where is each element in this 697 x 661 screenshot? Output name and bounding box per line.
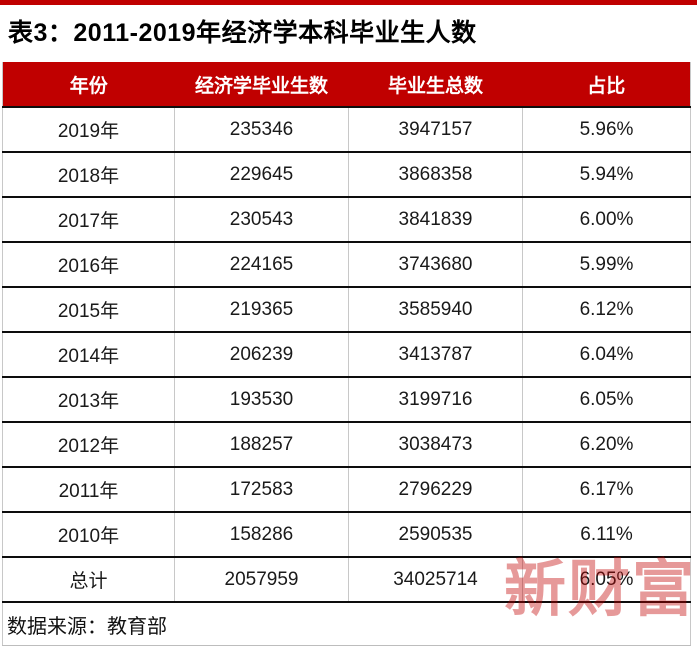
total-count-cell: 3947157	[348, 107, 523, 153]
total-count-cell: 3868358	[348, 152, 523, 198]
ratio-cell: 6.04%	[522, 332, 691, 378]
econ-count-cell: 172583	[174, 467, 349, 513]
total-count-cell: 3038473	[348, 422, 523, 468]
table-row: 2017年 230543 3841839 6.00%	[2, 197, 691, 243]
total-count-cell: 3743680	[348, 242, 523, 288]
year-cell: 2019年	[2, 107, 175, 153]
source-row: 数据来源：教育部	[2, 601, 691, 646]
econ-count-cell: 188257	[174, 422, 349, 468]
ratio-cell: 5.96%	[522, 107, 691, 153]
econ-count-cell: 2057959	[174, 557, 349, 603]
column-header-ratio: 占比	[522, 62, 691, 108]
ratio-cell: 6.05%	[522, 557, 691, 603]
year-cell: 2010年	[2, 512, 175, 558]
year-cell: 2014年	[2, 332, 175, 378]
total-count-cell: 3199716	[348, 377, 523, 423]
total-count-cell: 3413787	[348, 332, 523, 378]
table-row: 2018年 229645 3868358 5.94%	[2, 152, 691, 198]
ratio-cell: 6.00%	[522, 197, 691, 243]
econ-count-cell: 229645	[174, 152, 349, 198]
ratio-cell: 6.12%	[522, 287, 691, 333]
page-title: 表3：2011-2019年经济学本科毕业生人数	[8, 19, 477, 47]
ratio-cell: 5.99%	[522, 242, 691, 288]
table-row: 2016年 224165 3743680 5.99%	[2, 242, 691, 288]
total-row: 总计 2057959 34025714 6.05%	[2, 557, 691, 603]
year-cell: 2016年	[2, 242, 175, 288]
column-header-year: 年份	[2, 62, 175, 108]
table-row: 2012年 188257 3038473 6.20%	[2, 422, 691, 468]
ratio-cell: 6.20%	[522, 422, 691, 468]
total-count-cell: 3585940	[348, 287, 523, 333]
year-cell: 2017年	[2, 197, 175, 243]
table-row: 2013年 193530 3199716 6.05%	[2, 377, 691, 423]
year-cell: 2013年	[2, 377, 175, 423]
table-row: 2010年 158286 2590535 6.11%	[2, 512, 691, 558]
year-cell: 总计	[2, 557, 175, 603]
table-row: 2015年 219365 3585940 6.12%	[2, 287, 691, 333]
total-count-cell: 34025714	[348, 557, 523, 603]
table-row: 2019年 235346 3947157 5.96%	[2, 107, 691, 153]
econ-count-cell: 219365	[174, 287, 349, 333]
total-count-cell: 2796229	[348, 467, 523, 513]
ratio-cell: 5.94%	[522, 152, 691, 198]
econ-count-cell: 224165	[174, 242, 349, 288]
ratio-cell: 6.17%	[522, 467, 691, 513]
econ-count-cell: 235346	[174, 107, 349, 153]
table-row: 2011年 172583 2796229 6.17%	[2, 467, 691, 513]
econ-count-cell: 158286	[174, 512, 349, 558]
graduates-table: 年份 经济学毕业生数 毕业生总数 占比 2019年 235346 3947157…	[2, 62, 691, 646]
total-count-cell: 3841839	[348, 197, 523, 243]
column-header-total-graduates: 毕业生总数	[348, 62, 523, 108]
econ-count-cell: 230543	[174, 197, 349, 243]
econ-count-cell: 206239	[174, 332, 349, 378]
econ-count-cell: 193530	[174, 377, 349, 423]
ratio-cell: 6.05%	[522, 377, 691, 423]
year-cell: 2011年	[2, 467, 175, 513]
top-accent-bar	[0, 0, 697, 5]
column-header-econ-graduates: 经济学毕业生数	[174, 62, 349, 108]
data-source-note: 数据来源：教育部	[2, 601, 691, 646]
year-cell: 2015年	[2, 287, 175, 333]
table-row: 2014年 206239 3413787 6.04%	[2, 332, 691, 378]
total-count-cell: 2590535	[348, 512, 523, 558]
year-cell: 2012年	[2, 422, 175, 468]
header-row: 年份 经济学毕业生数 毕业生总数 占比	[2, 62, 691, 108]
ratio-cell: 6.11%	[522, 512, 691, 558]
year-cell: 2018年	[2, 152, 175, 198]
